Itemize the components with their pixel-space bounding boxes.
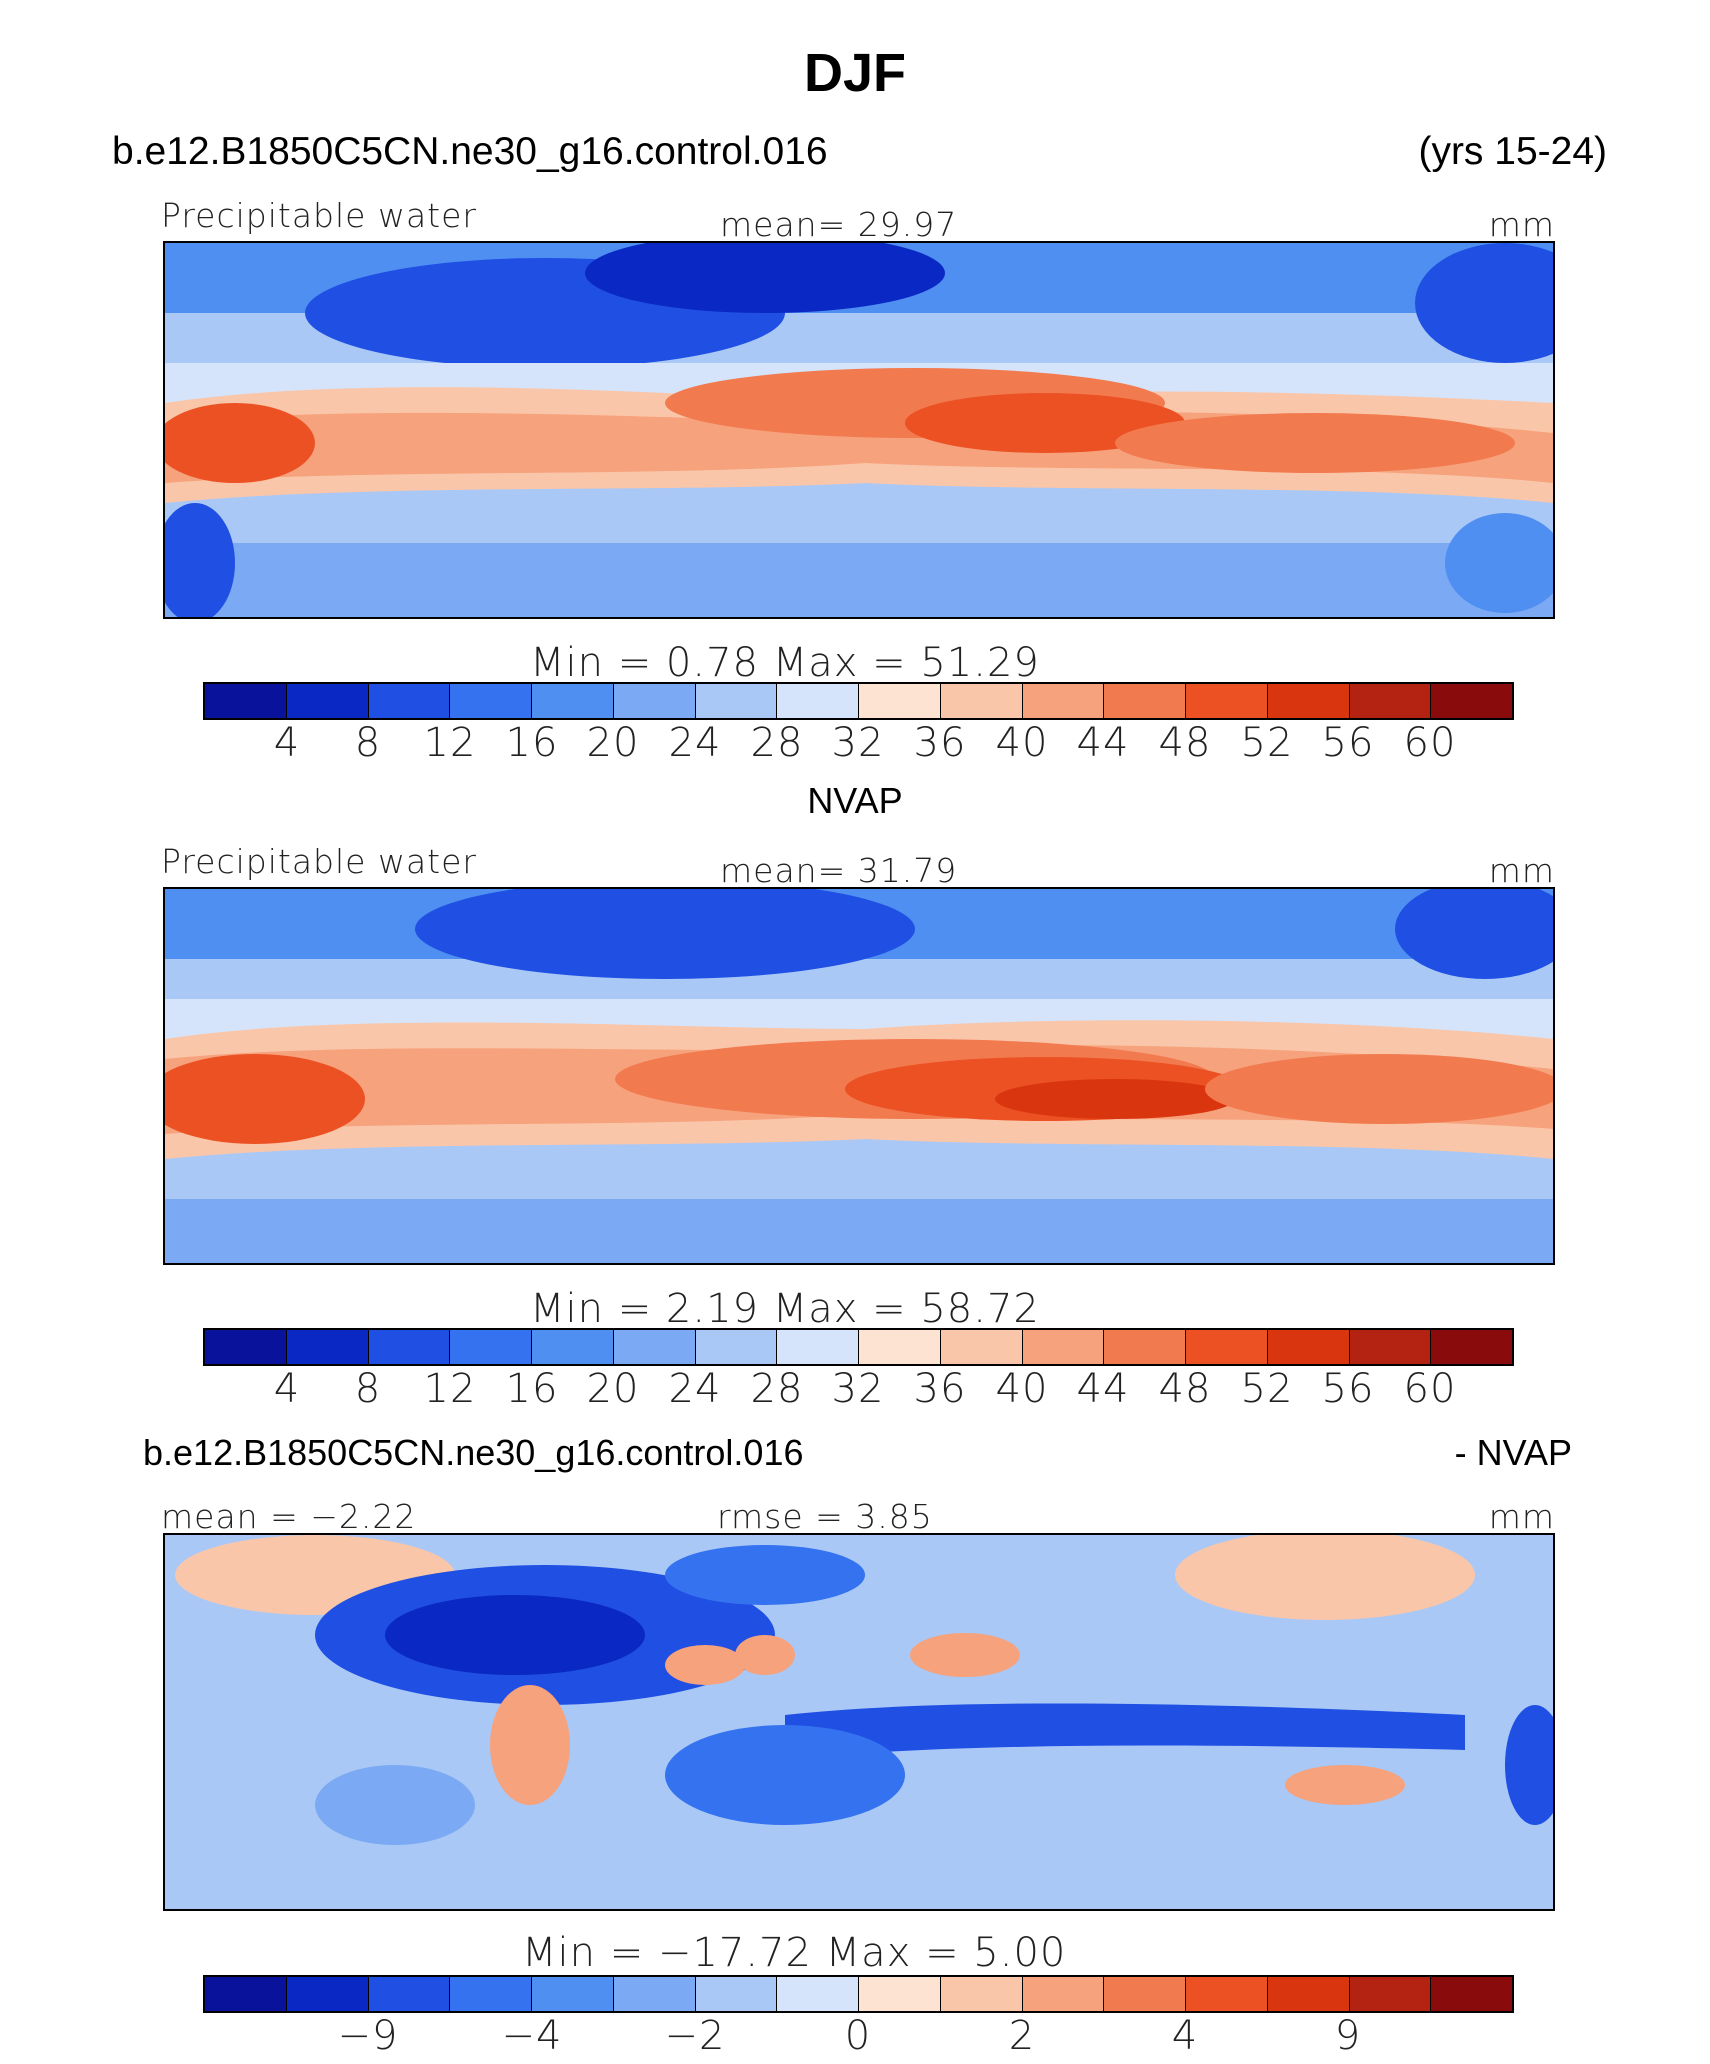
panel1-tick: 52 (1240, 720, 1294, 766)
panel2-tick: 24 (668, 1366, 722, 1412)
panel1-tick: 4 (273, 720, 301, 766)
diff-case-name: b.e12.B1850C5CN.ne30_g16.control.016 (143, 1432, 804, 1473)
panel3-tick: −4 (501, 2013, 563, 2059)
panel1-tick: 28 (750, 720, 804, 766)
figure-title: DJF (803, 43, 906, 103)
panel3-mean: mean = −2.22 (161, 1497, 417, 1536)
panel3-colorbar (203, 1975, 1514, 2013)
panel2-tick: 12 (423, 1366, 477, 1412)
panel2-tick: 48 (1158, 1366, 1212, 1412)
panel2-tick: 40 (995, 1366, 1049, 1412)
panel1-mean: mean= 29.97 (720, 205, 958, 244)
years-header: (yrs 15-24) (1418, 130, 1607, 173)
panel2-tick: 4 (273, 1366, 301, 1412)
panel1-tick: 44 (1076, 720, 1130, 766)
panel2-tick: 28 (750, 1366, 804, 1412)
diff-suffix: - NVAP (1454, 1432, 1572, 1473)
panel3-units: mm (1488, 1497, 1555, 1536)
panel2-map (163, 887, 1555, 1265)
panel2-tick: 60 (1403, 1366, 1457, 1412)
panel3-rmse: rmse = 3.85 (717, 1497, 933, 1536)
panel2-tick: 20 (586, 1366, 640, 1412)
panel3-tick: 2 (1008, 2013, 1036, 2059)
panel3-tick: 4 (1171, 2013, 1199, 2059)
panel1-variable: Precipitable water (161, 196, 477, 235)
panel1-tick: 60 (1403, 720, 1457, 766)
panel1-tick: 48 (1158, 720, 1212, 766)
panel1-colorbar (203, 682, 1514, 720)
panel2-units: mm (1488, 851, 1555, 890)
panel2-mean: mean= 31.79 (720, 851, 958, 890)
panel3-tick: 9 (1334, 2013, 1362, 2059)
panel1-tick: 24 (668, 720, 722, 766)
panel2-tick: 8 (354, 1366, 382, 1412)
panel2-minmax: Min = 2.19 Max = 58.72 (530, 1286, 1040, 1332)
panel1-tick: 20 (586, 720, 640, 766)
panel3-tick: 0 (844, 2013, 872, 2059)
panel3-tick: −9 (337, 2013, 399, 2059)
panel1-tick: 12 (423, 720, 477, 766)
panel1-units: mm (1488, 205, 1555, 244)
panel3-tick: −2 (664, 2013, 726, 2059)
panel2-colorbar (203, 1328, 1514, 1366)
panel1-tick: 16 (505, 720, 559, 766)
panel2-tick: 32 (831, 1366, 885, 1412)
panel3-minmax: Min = −17.72 Max = 5.00 (522, 1930, 1067, 1976)
panel3-map (163, 1533, 1555, 1911)
panel1-minmax: Min = 0.78 Max = 51.29 (530, 640, 1040, 686)
panel1-tick: 40 (995, 720, 1049, 766)
panel2-variable: Precipitable water (161, 842, 477, 881)
panel2-tick: 16 (505, 1366, 559, 1412)
panel1-tick: 32 (831, 720, 885, 766)
panel1-tick: 8 (354, 720, 382, 766)
panel2-tick: 36 (913, 1366, 967, 1412)
panel1-tick: 56 (1321, 720, 1375, 766)
panel2-tick: 52 (1240, 1366, 1294, 1412)
panel2-tick: 56 (1321, 1366, 1375, 1412)
panel1-tick: 36 (913, 720, 967, 766)
obs-title: NVAP (807, 780, 903, 821)
panel1-map (163, 241, 1555, 619)
case-name-header: b.e12.B1850C5CN.ne30_g16.control.016 (112, 130, 828, 173)
panel2-tick: 44 (1076, 1366, 1130, 1412)
